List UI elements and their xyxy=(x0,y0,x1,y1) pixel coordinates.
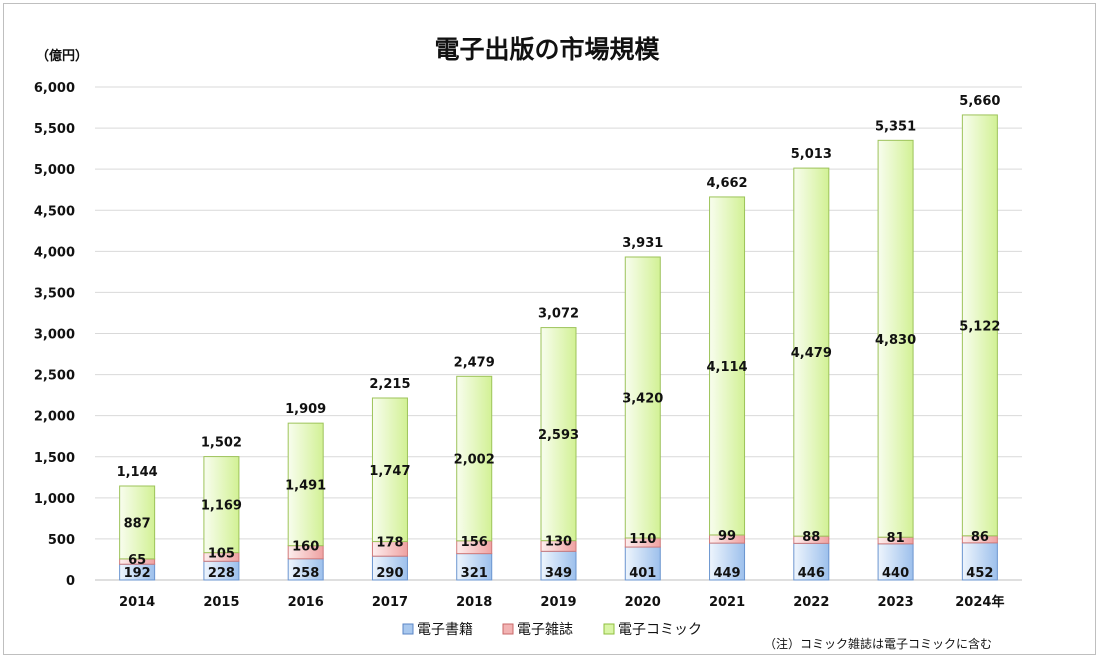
bar-books xyxy=(877,543,914,581)
bar-comics xyxy=(203,456,240,554)
x-tick-label: 2015 xyxy=(203,595,239,610)
data-label-magazines: 160 xyxy=(292,540,319,555)
total-label: 2,215 xyxy=(369,377,410,392)
data-label-books: 440 xyxy=(882,566,909,581)
bar-comics xyxy=(371,397,408,543)
legend-label-magazines: 電子雑誌 xyxy=(517,622,573,638)
data-label-books: 228 xyxy=(208,566,235,581)
bar-books xyxy=(456,553,493,581)
legend-swatch-books xyxy=(402,623,414,635)
legend-label-comics: 電子コミック xyxy=(618,622,702,638)
x-tick-label: 2018 xyxy=(456,595,492,610)
chart-title: 電子出版の市場規模 xyxy=(434,35,660,64)
bar-comics xyxy=(540,327,577,542)
data-label-books: 349 xyxy=(545,566,572,581)
y-tick-label: 3,000 xyxy=(34,328,75,343)
data-label-comics: 5,122 xyxy=(959,319,1000,334)
data-label-comics: 2,593 xyxy=(538,428,579,443)
data-label-books: 401 xyxy=(629,566,656,581)
x-tick-label: 2021 xyxy=(709,595,745,610)
y-tick-label: 6,000 xyxy=(34,81,75,96)
bar-comics xyxy=(119,485,156,560)
data-label-comics: 1,169 xyxy=(201,499,242,514)
data-label-comics: 4,114 xyxy=(706,360,747,375)
x-axis-ticks: 2014 2015 2016 2017 2018 2019 2020 2021 2022 2023… xyxy=(119,594,1004,610)
data-label-books: 321 xyxy=(461,566,488,581)
data-label-books: 192 xyxy=(124,566,151,581)
data-label-magazines: 86 xyxy=(971,530,989,545)
data-label-comics: 887 xyxy=(124,516,151,531)
data-label-magazines: 110 xyxy=(629,532,656,547)
y-axis-ticks: 0 500 1,000 1,500 2,000 2,500 3,000 3,500 4,000 4… xyxy=(34,81,75,589)
y-tick-label: 2,000 xyxy=(34,410,75,425)
total-label: 3,072 xyxy=(538,307,579,322)
y-tick-label: 500 xyxy=(48,533,75,548)
data-label-magazines: 105 xyxy=(208,547,235,562)
legend-swatch-magazines xyxy=(502,623,514,635)
y-tick-label: 4,000 xyxy=(34,245,75,260)
data-label-comics: 2,002 xyxy=(454,453,495,468)
data-label-magazines: 65 xyxy=(128,553,146,568)
y-unit-label: （億円） xyxy=(36,48,88,64)
bar-books xyxy=(540,550,577,581)
data-label-comics: 1,747 xyxy=(369,464,410,479)
x-tick-label: 2014 xyxy=(119,595,155,610)
data-label-comics: 4,830 xyxy=(875,333,916,348)
chart-note: （注）コミック雑誌は電子コミックに含む xyxy=(764,636,992,651)
legend-label-books: 電子書籍 xyxy=(417,621,473,638)
bar-comics xyxy=(287,422,324,547)
bar-comics xyxy=(624,256,661,539)
legend-swatch-comics xyxy=(603,623,615,635)
data-label-books: 449 xyxy=(713,566,740,581)
total-label: 3,931 xyxy=(622,236,663,251)
data-label-comics: 3,420 xyxy=(622,392,663,407)
data-label-books: 258 xyxy=(292,566,319,581)
total-label: 5,351 xyxy=(875,119,916,134)
bar-comics xyxy=(877,139,914,538)
y-tick-label: 2,500 xyxy=(34,369,75,384)
bar-books xyxy=(793,542,830,581)
y-tick-label: 0 xyxy=(66,574,75,589)
x-tick-label: 2022 xyxy=(793,595,829,610)
data-label-magazines: 156 xyxy=(461,535,488,550)
total-label: 4,662 xyxy=(706,176,747,191)
x-tick-label: 2019 xyxy=(540,595,576,610)
total-label: 2,479 xyxy=(454,355,495,370)
data-label-magazines: 81 xyxy=(887,531,905,546)
total-label: 1,909 xyxy=(285,402,326,417)
data-label-books: 446 xyxy=(798,566,825,581)
data-label-magazines: 88 xyxy=(802,530,820,545)
data-label-magazines: 178 xyxy=(376,536,403,551)
y-tick-label: 3,500 xyxy=(34,286,75,301)
y-tick-label: 4,500 xyxy=(34,204,75,219)
grid-lines xyxy=(95,86,1022,581)
data-label-books: 290 xyxy=(376,566,403,581)
y-tick-label: 1,000 xyxy=(34,492,75,507)
y-tick-label: 5,000 xyxy=(34,163,75,178)
total-label: 1,502 xyxy=(201,436,242,451)
bar-comics xyxy=(709,196,746,536)
data-label-magazines: 130 xyxy=(545,535,572,550)
data-label-magazines: 99 xyxy=(718,529,736,544)
x-tick-label: 2024年 xyxy=(955,594,1004,610)
y-tick-label: 1,500 xyxy=(34,451,75,466)
bar-comics xyxy=(456,375,493,542)
x-tick-label: 2023 xyxy=(877,595,913,610)
bar-comics xyxy=(793,167,830,537)
bar-comics xyxy=(961,114,998,537)
x-tick-label: 2017 xyxy=(372,595,408,610)
x-tick-label: 2020 xyxy=(625,595,661,610)
data-label-comics: 4,479 xyxy=(791,346,832,361)
y-tick-label: 5,500 xyxy=(34,122,75,137)
data-label-books: 452 xyxy=(966,566,993,581)
legend: 電子書籍 電子雑誌 電子コミック xyxy=(402,621,702,638)
bar-books xyxy=(624,546,661,581)
data-label-comics: 1,491 xyxy=(285,478,326,493)
total-label: 5,013 xyxy=(791,147,832,162)
total-label: 5,660 xyxy=(959,94,1000,109)
total-label: 1,144 xyxy=(117,465,158,480)
x-tick-label: 2016 xyxy=(288,595,324,610)
